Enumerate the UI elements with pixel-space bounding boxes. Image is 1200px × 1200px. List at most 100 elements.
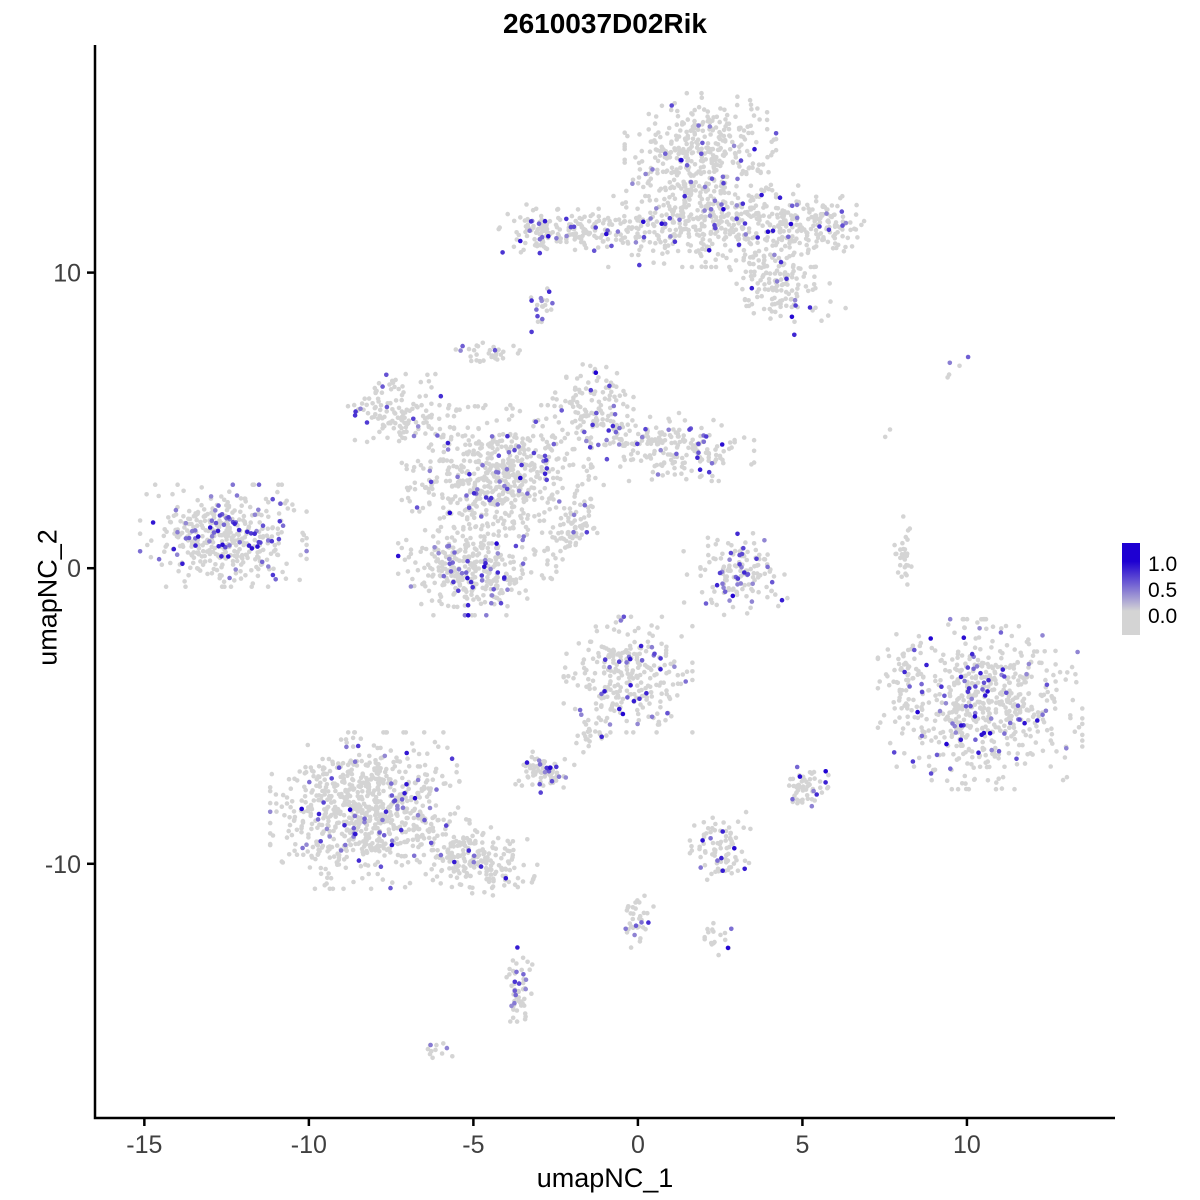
data-point xyxy=(899,665,904,671)
data-point xyxy=(727,228,733,233)
data-point xyxy=(457,843,463,848)
data-point xyxy=(267,820,273,826)
data-point xyxy=(378,755,384,761)
data-point xyxy=(622,144,627,149)
data-point xyxy=(975,657,981,663)
data-point xyxy=(652,672,657,678)
data-point xyxy=(776,223,781,228)
data-point xyxy=(1006,693,1012,699)
data-point xyxy=(525,837,530,842)
data-point xyxy=(659,229,665,234)
data-point xyxy=(447,866,452,871)
data-point xyxy=(367,753,372,759)
data-point xyxy=(558,515,564,521)
data-point xyxy=(725,213,730,218)
data-point xyxy=(655,711,660,716)
data-point xyxy=(267,831,273,836)
data-point xyxy=(426,573,431,578)
data-point xyxy=(665,250,670,255)
data-point xyxy=(376,791,382,796)
data-point xyxy=(921,675,926,680)
data-point xyxy=(1053,679,1058,684)
data-point xyxy=(717,119,722,125)
data-point xyxy=(767,222,773,227)
data-point xyxy=(376,380,382,386)
data-point xyxy=(356,802,362,807)
data-point xyxy=(747,152,752,158)
data-point xyxy=(1017,692,1023,697)
data-point xyxy=(828,299,833,304)
data-point xyxy=(556,215,561,221)
data-point xyxy=(713,231,718,236)
data-point xyxy=(559,535,565,541)
data-point xyxy=(462,508,468,513)
data-point xyxy=(319,845,325,850)
data-point xyxy=(308,811,314,817)
data-point xyxy=(955,703,961,708)
data-point xyxy=(699,590,705,595)
data-point xyxy=(488,872,494,877)
data-point xyxy=(693,249,699,254)
data-point xyxy=(892,719,898,724)
data-point xyxy=(787,245,792,250)
data-point xyxy=(692,130,697,136)
data-point xyxy=(585,737,590,742)
data-point xyxy=(478,446,483,451)
data-point xyxy=(292,817,297,822)
data-point xyxy=(438,594,444,600)
data-point xyxy=(676,410,682,416)
data-point xyxy=(388,850,393,855)
data-point xyxy=(299,824,305,829)
data-point xyxy=(575,207,581,212)
data-point xyxy=(554,475,560,481)
data-point xyxy=(715,537,720,543)
data-point xyxy=(485,483,491,489)
data-point xyxy=(644,455,649,460)
data-point xyxy=(624,718,629,724)
data-point xyxy=(463,442,468,448)
data-point xyxy=(542,759,548,764)
data-point xyxy=(1036,714,1041,719)
data-point xyxy=(671,185,677,191)
data-point xyxy=(969,680,975,686)
data-point xyxy=(681,600,687,605)
data-point xyxy=(607,405,613,411)
data-point xyxy=(544,308,550,314)
data-point xyxy=(550,467,555,472)
data-point xyxy=(768,182,774,188)
data-point xyxy=(604,378,609,384)
data-point xyxy=(683,226,689,232)
data-point xyxy=(405,756,410,761)
data-point xyxy=(605,624,610,629)
data-point xyxy=(751,541,757,546)
data-point xyxy=(977,764,983,770)
data-point xyxy=(524,202,529,207)
data-point xyxy=(735,868,741,873)
data-point xyxy=(599,703,604,708)
data-point xyxy=(560,465,566,470)
data-point xyxy=(750,531,756,536)
data-point xyxy=(620,236,625,241)
data-point xyxy=(715,162,720,168)
data-point xyxy=(714,167,719,173)
data-point xyxy=(653,197,659,203)
data-point xyxy=(648,183,653,188)
data-point xyxy=(941,652,946,658)
data-point xyxy=(792,319,797,325)
data-point xyxy=(596,715,602,720)
data-point xyxy=(718,556,724,561)
data-point xyxy=(565,431,571,437)
data-point xyxy=(740,286,745,292)
data-point xyxy=(485,470,490,476)
data-point xyxy=(825,218,831,223)
data-point xyxy=(478,601,484,607)
data-point xyxy=(511,463,516,468)
data-point xyxy=(647,198,653,203)
data-point xyxy=(377,813,383,819)
data-point xyxy=(674,172,680,178)
data-point xyxy=(267,785,273,790)
data-point xyxy=(933,693,938,698)
data-point xyxy=(357,784,363,790)
data-point xyxy=(897,715,902,720)
data-point xyxy=(631,394,636,400)
